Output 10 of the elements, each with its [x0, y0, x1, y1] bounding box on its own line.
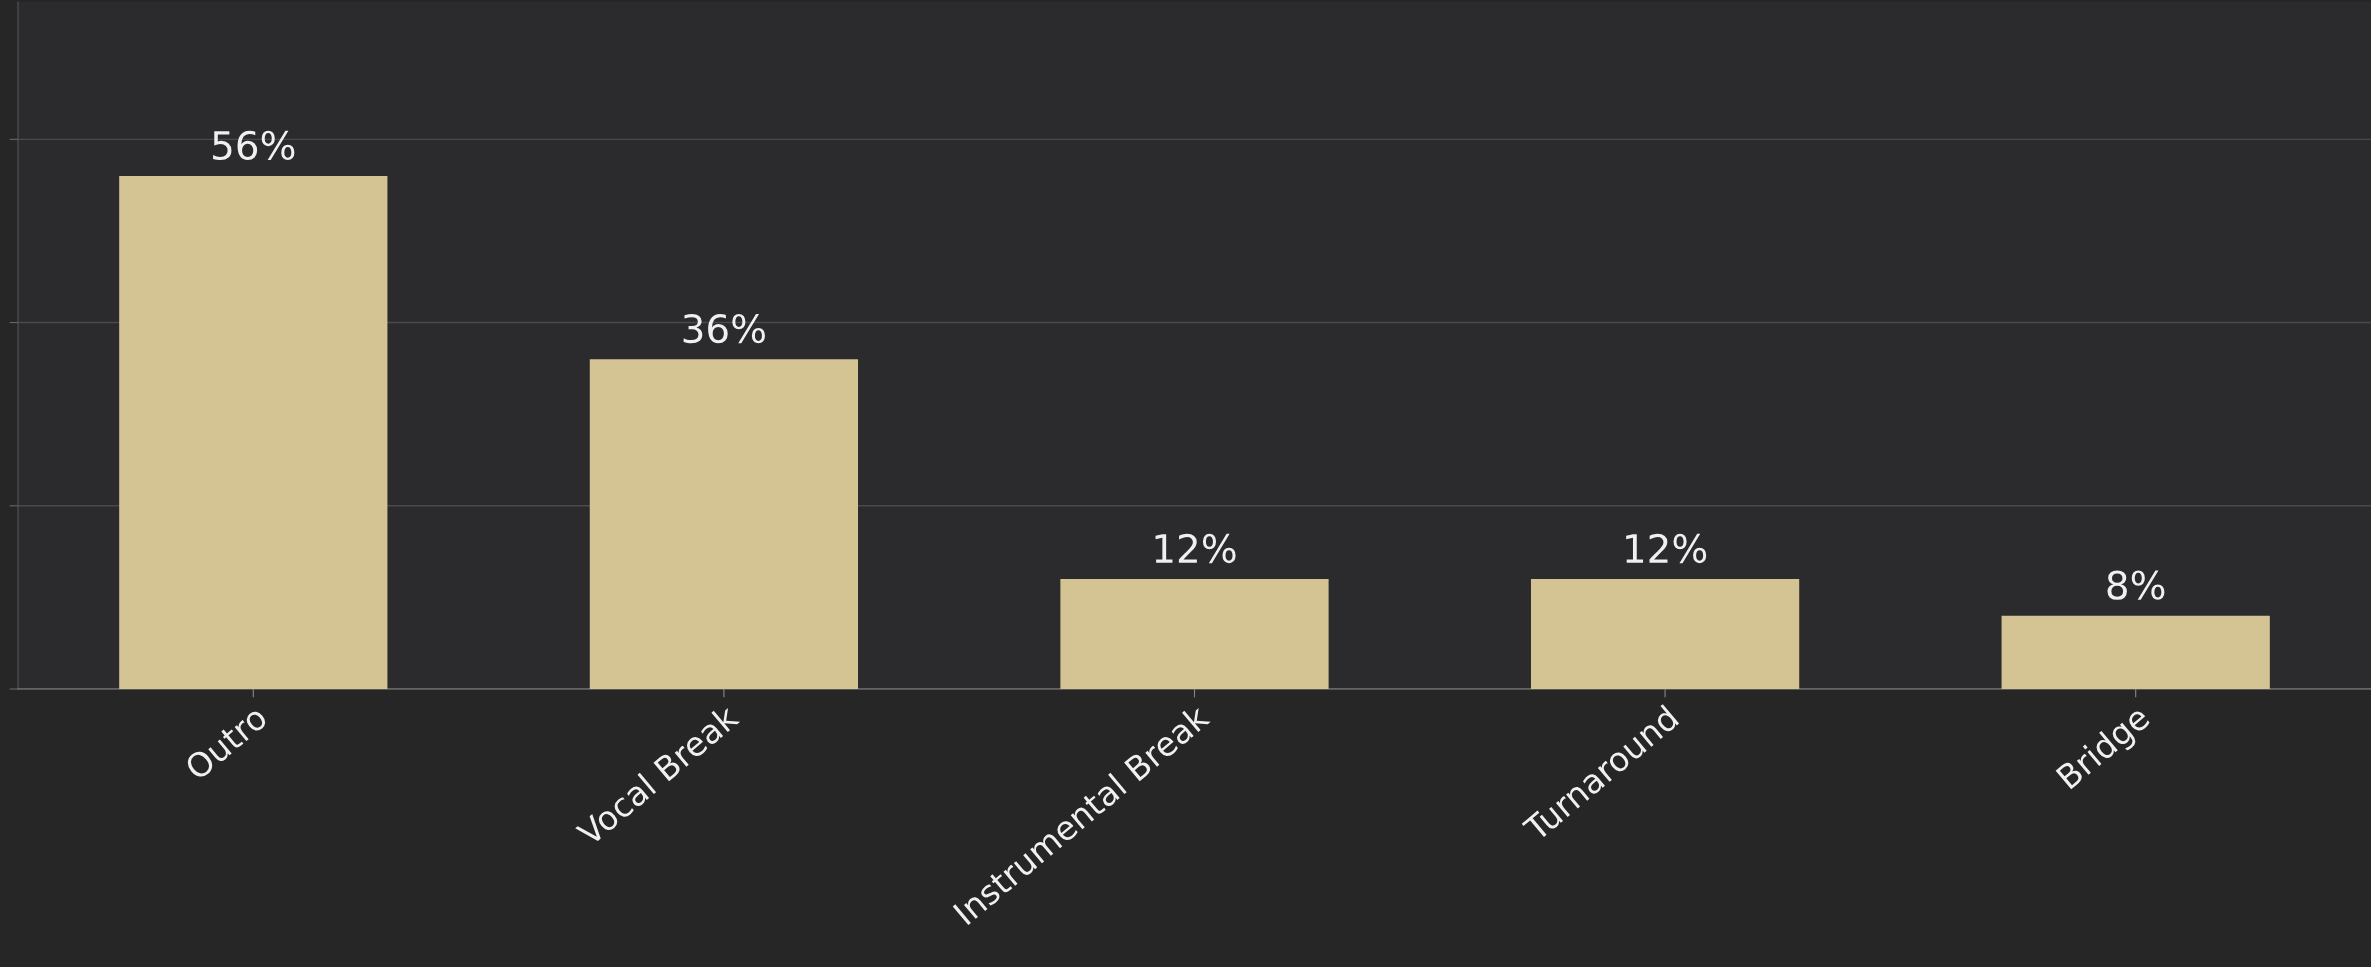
- data-label: 12%: [1626, 533, 1707, 564]
- data-label: 12%: [1155, 533, 1236, 564]
- data-label: 8%: [2107, 570, 2165, 600]
- data-label: 36%: [683, 313, 765, 344]
- bar: [1530, 579, 1800, 689]
- bar: [119, 175, 388, 689]
- bar: [2001, 615, 2270, 689]
- bar: [589, 359, 859, 689]
- bar: [1060, 579, 1329, 689]
- data-label: 56%: [213, 130, 295, 161]
